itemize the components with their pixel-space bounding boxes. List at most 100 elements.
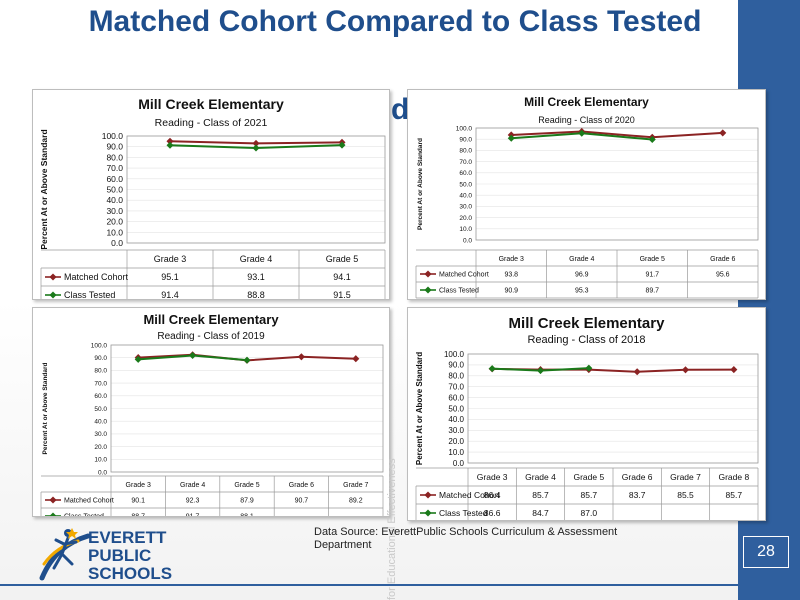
data-point: [488, 365, 496, 373]
data-point: [507, 134, 515, 142]
legend-marker: [424, 286, 432, 294]
x-category-label: Grade 8: [718, 472, 749, 482]
chart-title: Mill Creek Elementary: [509, 315, 666, 332]
y-tick-label: 80.0: [106, 152, 123, 162]
y-tick-label: 60.0: [106, 174, 123, 184]
legend-marker: [49, 273, 57, 281]
x-category-label: Grade 7: [670, 472, 701, 482]
data-point: [730, 366, 738, 374]
data-point: [166, 141, 174, 149]
chart-subtitle: Reading - Class of 2019: [157, 331, 265, 342]
legend-marker: [49, 291, 57, 299]
y-tick-label: 90.0: [106, 142, 123, 152]
y-tick-label: 20.0: [448, 437, 464, 446]
data-table-value: 90.1: [131, 497, 145, 504]
legend-marker: [424, 270, 432, 278]
chart-class-of-2020: Mill Creek Elementary Reading - Class of …: [407, 89, 766, 300]
x-category-label: Grade 6: [289, 482, 314, 489]
y-tick-label: 40.0: [94, 418, 107, 425]
y-tick-label: 40.0: [459, 192, 472, 199]
data-table-value: 86.4: [484, 490, 501, 500]
y-tick-label: 80.0: [94, 368, 107, 375]
x-category-label: Grade 3: [477, 472, 508, 482]
data-table-value: 93.8: [504, 271, 518, 278]
y-tick-label: 50.0: [94, 406, 107, 413]
data-table-value: 95.6: [716, 271, 730, 278]
data-table-value: 88.1: [240, 513, 254, 516]
legend-label: Matched Cohort: [64, 497, 114, 504]
data-point: [297, 353, 305, 361]
y-tick-label: 70.0: [459, 159, 472, 166]
x-category-label: Grade 3: [154, 254, 187, 264]
data-table-value: 91.7: [645, 271, 659, 278]
chart-title: Mill Creek Elementary: [138, 96, 284, 112]
y-tick-label: 90.0: [459, 136, 472, 143]
data-table-value: 87.9: [240, 497, 254, 504]
plot-area: [467, 353, 759, 464]
y-tick-label: 60.0: [448, 393, 464, 402]
data-table-value: 91.4: [161, 290, 179, 299]
y-tick-label: 100.0: [102, 131, 124, 141]
data-table-value: 88.7: [131, 513, 145, 516]
slide-title-text: Matched Cohort Compared to Class Tested: [88, 5, 702, 38]
y-tick-label: 20.0: [94, 444, 107, 451]
data-table-value: 86.6: [484, 508, 501, 518]
x-category-label: Grade 5: [326, 254, 359, 264]
y-tick-label: 70.0: [94, 380, 107, 387]
y-tick-label: 0.0: [98, 469, 107, 476]
data-point: [633, 368, 641, 376]
data-table-value: 90.7: [295, 497, 309, 504]
y-tick-label: 0.0: [111, 238, 123, 248]
x-category-label: Grade 5: [640, 256, 665, 263]
chart-svg: Mill Creek Elementary Reading - Class of …: [415, 95, 759, 299]
y-tick-label: 80.0: [448, 372, 464, 381]
plot-area: [110, 344, 384, 473]
data-table-value: 92.3: [186, 497, 200, 504]
y-tick-label: 30.0: [459, 204, 472, 211]
everett-public-schools-logo: EVERETT PUBLIC SCHOOLS: [38, 524, 178, 583]
y-tick-label: 80.0: [459, 148, 472, 155]
data-table-value: 87.0: [581, 508, 598, 518]
data-point: [681, 366, 690, 374]
y-tick-label: 30.0: [448, 426, 464, 435]
data-source-note: Data Source: EverettPublic Schools Curri…: [314, 526, 618, 551]
data-point: [252, 144, 260, 152]
chart-subtitle: Reading - Class of 2018: [527, 334, 645, 346]
data-point: [338, 141, 346, 149]
y-tick-label: 10.0: [448, 448, 464, 457]
legend-marker: [49, 496, 57, 504]
y-axis-label: Percent At or Above Standard: [42, 362, 49, 454]
y-tick-label: 70.0: [106, 163, 123, 173]
data-table-value: 88.8: [247, 290, 265, 299]
legend-marker: [424, 491, 432, 499]
data-table-value: 91.7: [186, 513, 200, 516]
x-category-label: Grade 7: [343, 482, 368, 489]
x-category-label: Grade 3: [126, 482, 151, 489]
data-table-value: 85.7: [726, 490, 743, 500]
data-table-value: 85.7: [532, 490, 549, 500]
data-point: [719, 129, 727, 137]
legend-label: Class Tested: [439, 508, 488, 518]
chart-class-of-2018: Mill Creek Elementary Reading - Class of …: [407, 307, 766, 521]
data-point: [578, 129, 586, 137]
chart-title: Mill Creek Elementary: [143, 312, 279, 327]
y-tick-label: 100.0: [91, 342, 108, 349]
data-point: [243, 356, 251, 364]
y-tick-label: 100.0: [456, 125, 473, 132]
data-point: [352, 355, 360, 363]
chart-svg: Mill Creek Elementary Reading - Class of …: [39, 96, 386, 299]
y-axis-label: Percent At or Above Standard: [417, 138, 424, 230]
chart-subtitle: Reading - Class of 2021: [155, 117, 268, 129]
data-table-value: 90.9: [504, 287, 518, 294]
y-tick-label: 100.0: [444, 350, 465, 359]
chart-class-of-2021: Mill Creek Elementary Reading - Class of …: [32, 89, 390, 300]
data-table-value: 89.7: [645, 287, 659, 294]
y-tick-label: 60.0: [94, 393, 107, 400]
legend-marker: [424, 509, 432, 517]
data-point: [134, 355, 142, 363]
x-category-label: Grade 5: [573, 472, 604, 482]
y-tick-label: 90.0: [94, 355, 107, 362]
data-table-value: 89.2: [349, 497, 363, 504]
data-point: [189, 352, 197, 360]
y-tick-label: 50.0: [459, 181, 472, 188]
